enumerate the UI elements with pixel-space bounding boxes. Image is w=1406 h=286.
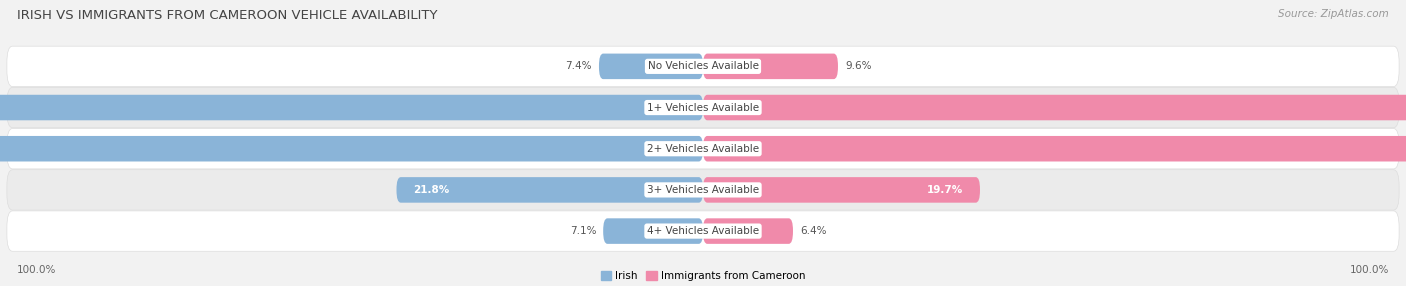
FancyBboxPatch shape xyxy=(703,177,980,203)
FancyBboxPatch shape xyxy=(599,53,703,79)
Text: 4+ Vehicles Available: 4+ Vehicles Available xyxy=(647,226,759,236)
FancyBboxPatch shape xyxy=(703,53,838,79)
Text: No Vehicles Available: No Vehicles Available xyxy=(648,61,758,71)
Text: 100.0%: 100.0% xyxy=(17,265,56,275)
Text: 7.1%: 7.1% xyxy=(569,226,596,236)
Text: IRISH VS IMMIGRANTS FROM CAMEROON VEHICLE AVAILABILITY: IRISH VS IMMIGRANTS FROM CAMEROON VEHICL… xyxy=(17,9,437,21)
Text: 1+ Vehicles Available: 1+ Vehicles Available xyxy=(647,103,759,112)
FancyBboxPatch shape xyxy=(703,218,793,244)
FancyBboxPatch shape xyxy=(0,136,703,162)
FancyBboxPatch shape xyxy=(7,170,1399,210)
FancyBboxPatch shape xyxy=(7,211,1399,251)
FancyBboxPatch shape xyxy=(703,136,1406,162)
Text: 9.6%: 9.6% xyxy=(845,61,872,71)
Text: Source: ZipAtlas.com: Source: ZipAtlas.com xyxy=(1278,9,1389,19)
Legend: Irish, Immigrants from Cameroon: Irish, Immigrants from Cameroon xyxy=(600,271,806,281)
FancyBboxPatch shape xyxy=(7,128,1399,169)
FancyBboxPatch shape xyxy=(603,218,703,244)
FancyBboxPatch shape xyxy=(7,87,1399,128)
FancyBboxPatch shape xyxy=(703,95,1406,120)
FancyBboxPatch shape xyxy=(396,177,703,203)
FancyBboxPatch shape xyxy=(7,46,1399,87)
FancyBboxPatch shape xyxy=(0,95,703,120)
Text: 7.4%: 7.4% xyxy=(565,61,592,71)
Text: 3+ Vehicles Available: 3+ Vehicles Available xyxy=(647,185,759,195)
Text: 2+ Vehicles Available: 2+ Vehicles Available xyxy=(647,144,759,154)
Text: 100.0%: 100.0% xyxy=(1350,265,1389,275)
Text: 19.7%: 19.7% xyxy=(927,185,963,195)
Text: 6.4%: 6.4% xyxy=(800,226,827,236)
Text: 21.8%: 21.8% xyxy=(413,185,450,195)
